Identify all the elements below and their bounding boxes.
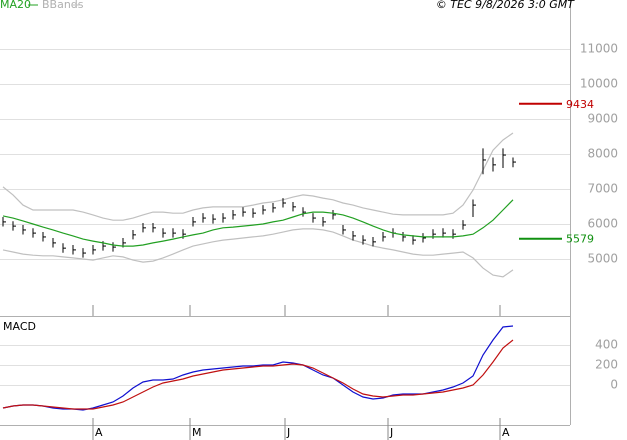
level-label: 9434 <box>566 98 594 111</box>
ma-line <box>2 199 514 247</box>
y-tick-label: 9000 <box>587 112 618 126</box>
y-tick-label: 11000 <box>580 42 618 56</box>
y-tick-label: 8000 <box>587 147 618 161</box>
y-tick-label: 10000 <box>580 77 618 91</box>
x-tick-label: A <box>502 426 510 439</box>
x-tick-label: J <box>286 426 290 439</box>
x-tick-label: M <box>192 426 202 439</box>
macd-title: MACD <box>3 320 36 333</box>
y-tick-label: 0 <box>610 378 618 392</box>
y-tick-label: 5000 <box>587 252 618 266</box>
bband-upper <box>2 132 514 221</box>
legend-bbands: BBands <box>42 0 84 11</box>
x-tick-label: J <box>389 426 393 439</box>
level-label: 5579 <box>566 233 594 246</box>
y-tick-label: 7000 <box>587 182 618 196</box>
y-tick-label: 400 <box>595 338 618 352</box>
source-note: © TEC 9/8/2026 3:0 GMT <box>436 0 575 11</box>
bband-lower <box>2 228 514 278</box>
y-tick-label: 6000 <box>587 217 618 231</box>
y-tick-label: 200 <box>595 358 618 372</box>
x-tick-label: A <box>95 426 103 439</box>
legend-ma20: MA20 <box>0 0 31 11</box>
macd-line <box>2 339 514 410</box>
